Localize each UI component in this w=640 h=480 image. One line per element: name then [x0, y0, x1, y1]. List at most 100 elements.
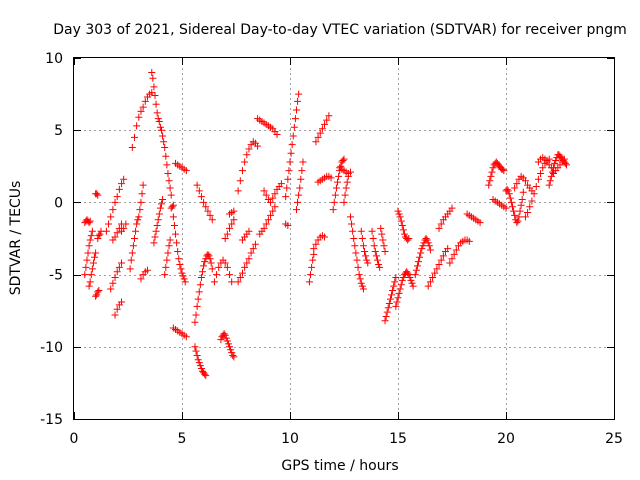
data-point [286, 158, 294, 166]
data-point [417, 249, 425, 257]
data-point [120, 175, 128, 183]
data-point [229, 351, 237, 359]
data-point [309, 256, 317, 264]
data-point [241, 263, 249, 271]
data-point [172, 230, 180, 238]
data-point [398, 276, 406, 284]
y-tick-label: -5 [49, 268, 63, 284]
data-point [122, 220, 130, 228]
data-point [156, 204, 164, 212]
data-point [323, 116, 331, 124]
data-point [312, 240, 320, 248]
data-point [318, 125, 326, 133]
data-point [489, 164, 497, 172]
data-point [169, 201, 177, 209]
data-point [107, 213, 115, 221]
series-q2 [489, 196, 510, 212]
data-point [85, 219, 93, 227]
data-point [136, 206, 144, 214]
data-point [202, 372, 210, 380]
data-point [284, 222, 292, 230]
data-point [316, 129, 324, 137]
data-point [224, 340, 232, 348]
data-point [398, 222, 406, 230]
data-point [179, 272, 187, 280]
data-point [161, 271, 169, 279]
data-point [120, 224, 128, 232]
data-point [93, 291, 101, 299]
data-point [375, 260, 383, 268]
data-point [560, 155, 568, 163]
data-point [539, 164, 547, 172]
data-point [327, 174, 335, 182]
series-h1 [234, 138, 262, 195]
y-tick-labels: -15 -10 -5 0 5 10 [40, 51, 63, 428]
data-point [357, 279, 365, 287]
data-point [394, 294, 402, 302]
data-point [163, 256, 171, 264]
data-point [485, 181, 493, 189]
data-point [91, 253, 99, 261]
data-point [137, 198, 145, 206]
data-point [548, 168, 556, 176]
data-point [352, 249, 360, 257]
data-point [169, 213, 177, 221]
data-point [113, 193, 121, 201]
series-q1 [485, 158, 508, 189]
series-h2 [234, 240, 259, 286]
data-point [329, 206, 337, 214]
data-point [228, 349, 236, 357]
data-point [412, 266, 420, 274]
data-point [251, 240, 259, 248]
data-point [507, 198, 515, 206]
data-point [159, 196, 167, 204]
data-point [433, 265, 441, 273]
data-point [284, 175, 292, 183]
data-point [380, 242, 388, 250]
series-b4 [111, 298, 126, 319]
data-point [153, 222, 161, 230]
data-point [193, 181, 201, 189]
x-tick-label: 10 [281, 431, 299, 447]
data-point [260, 187, 268, 195]
data-point [350, 235, 358, 242]
data-point [562, 161, 570, 169]
data-point [204, 250, 212, 258]
data-point [330, 198, 338, 206]
data-point [81, 271, 89, 279]
data-point [388, 291, 396, 299]
data-point [356, 275, 364, 283]
data-point [521, 213, 529, 221]
data-point [551, 159, 559, 167]
data-point [201, 258, 209, 266]
series-f1 [191, 250, 216, 326]
data-point [291, 115, 299, 123]
data-point [223, 263, 231, 271]
data-point [165, 177, 173, 185]
data-point [561, 159, 569, 167]
series-r2 [511, 172, 536, 195]
data-point [521, 177, 529, 185]
plot-frame [73, 57, 615, 420]
data-point [191, 318, 199, 326]
data-point [238, 167, 246, 175]
series-a2 [81, 216, 94, 227]
y-tick-label: 0 [54, 195, 63, 211]
data-point [505, 190, 513, 198]
data-point [161, 144, 169, 152]
data-point [217, 336, 225, 344]
series-d2 [150, 196, 167, 247]
data-point [170, 222, 178, 230]
data-point [133, 220, 141, 228]
data-point [191, 343, 199, 351]
data-point [228, 278, 236, 286]
data-point [180, 275, 188, 283]
data-point [163, 161, 171, 169]
data-point [299, 158, 307, 166]
data-point [130, 235, 138, 242]
data-point [92, 292, 100, 300]
data-point [488, 168, 496, 176]
data-point [448, 255, 456, 263]
data-point [269, 207, 277, 215]
data-point [174, 247, 182, 255]
